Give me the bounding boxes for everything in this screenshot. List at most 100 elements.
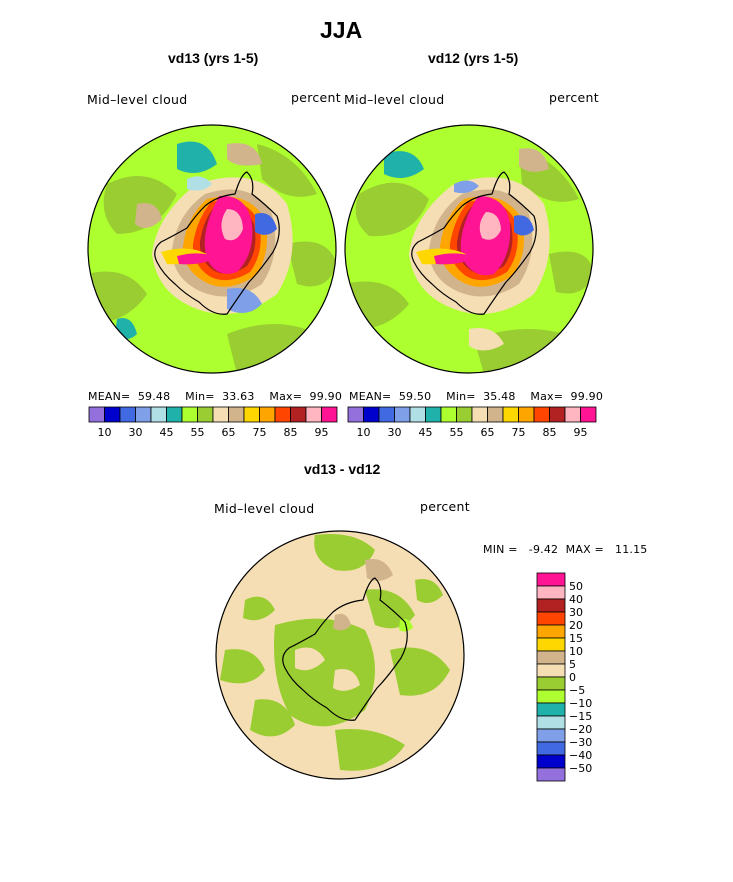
panel1-colorbar-swatch [321, 406, 338, 423]
panel3-colorbar-swatch [536, 702, 566, 717]
panel1-polar-map [87, 124, 337, 374]
panel3-colorbar-swatch [536, 572, 566, 587]
panel2-colorbar-swatch [456, 406, 473, 423]
panel3-colorbar-tick-label: 10 [569, 645, 583, 658]
panel2-colorbar-swatch [533, 406, 550, 423]
panel2-colorbar-swatch [502, 406, 519, 423]
panel1-max-label: Max= [269, 390, 303, 403]
panel1-colorbar-swatch [243, 406, 260, 423]
panel1-variable-label: Mid–level cloud [87, 92, 188, 107]
panel3-colorbar-tick-label: 15 [569, 632, 583, 645]
panel1-colorbar-tick-label: 85 [284, 426, 298, 439]
panel2-colorbar-swatch [440, 406, 457, 423]
panel1-mean-value: 59.48 [137, 390, 171, 403]
panel1-colorbar-swatch [228, 406, 245, 423]
panel1-colorbar-tick-label: 75 [253, 426, 267, 439]
panel3-colorbar-tick-label: 50 [569, 580, 583, 593]
panel2-colorbar: 10 30 45 55 65 75 85 95 [347, 406, 597, 439]
panel1-colorbar-swatch [197, 406, 214, 423]
panel1-max-value: 99.90 [309, 390, 343, 403]
panel2-colorbar-tick-label: 85 [543, 426, 557, 439]
panel2-colorbar-swatch [471, 406, 488, 423]
panel3-colorbar-swatch [536, 689, 566, 704]
panel2-mean-label: MEAN= [349, 390, 392, 403]
panel2-colorbar-tick-label: 10 [357, 426, 371, 439]
panel3-colorbar-tick-label: 20 [569, 619, 583, 632]
panel3-colorbar-swatch [536, 663, 566, 678]
panel2-colorbar-swatch [487, 406, 504, 423]
panel3-colorbar-swatch [536, 728, 566, 743]
panel1-units-label: percent [291, 90, 341, 105]
panel1-colorbar-tick-label: 65 [222, 426, 236, 439]
panel1-colorbar-swatch [274, 406, 291, 423]
panel2-colorbar-tick-label: 95 [574, 426, 588, 439]
panel2-colorbar-swatch [564, 406, 581, 423]
panel1-colorbar-swatch [305, 406, 322, 423]
panel2-units-label: percent [549, 90, 599, 105]
panel3-colorbar-swatch [536, 611, 566, 626]
panel2-variable-label: Mid–level cloud [344, 92, 445, 107]
panel1-colorbar-swatch [290, 406, 307, 423]
panel1-colorbar-tick-label: 45 [160, 426, 174, 439]
panel2-colorbar-swatch [425, 406, 442, 423]
panel2-colorbar-swatch [518, 406, 535, 423]
panel2-colorbar-swatch [378, 406, 395, 423]
panel3-colorbar-swatch [536, 624, 566, 639]
panel3-min-value: -9.42 [528, 543, 559, 556]
panel2-min-value: 35.48 [483, 390, 516, 403]
panel3-colorbar-swatch [536, 650, 566, 665]
panel1-title: vd13 (yrs 1-5) [168, 50, 259, 66]
panel3-title: vd13 - vd12 [304, 461, 381, 477]
panel3-colorbar-swatch [536, 767, 566, 782]
panel2-colorbar-swatch [363, 406, 380, 423]
panel2-colorbar-tick-label: 65 [481, 426, 495, 439]
panel2-min-label: Min= [446, 390, 476, 403]
panel1-colorbar-swatch [135, 406, 152, 423]
panel2-colorbar-tick-label: 75 [512, 426, 526, 439]
panel1-min-label: Min= [185, 390, 215, 403]
panel2-max-value: 99.90 [570, 390, 604, 403]
panel1-colorbar-swatch [212, 406, 229, 423]
panel1-colorbar-swatch [119, 406, 136, 423]
panel3-colorbar-swatch [536, 676, 566, 691]
panel3-colorbar-tick-label: −15 [569, 710, 592, 723]
panel3-colorbar-swatch [536, 637, 566, 652]
panel2-colorbar-swatch [394, 406, 411, 423]
panel3-min-label: MIN = [483, 543, 518, 556]
panel3-colorbar-tick-label: −40 [569, 749, 592, 762]
panel3-colorbar-tick-label: −10 [569, 697, 592, 710]
panel2-colorbar-swatch [580, 406, 597, 423]
panel1-colorbar-swatch [88, 406, 105, 423]
panel2-title: vd12 (yrs 1-5) [428, 50, 519, 66]
panel2-max-label: Max= [530, 390, 564, 403]
panel2-mean-value: 59.50 [398, 390, 432, 403]
panel2-colorbar-tick-label: 55 [450, 426, 464, 439]
panel3-units-label: percent [420, 499, 470, 514]
panel3-colorbar-tick-label: 5 [569, 658, 576, 671]
panel3-colorbar-swatch [536, 715, 566, 730]
panel3-colorbar-swatch [536, 741, 566, 756]
panel3-max-value: 11.15 [615, 543, 648, 556]
panel3-variable-label: Mid–level cloud [214, 501, 315, 516]
panel3-colorbar-swatch [536, 754, 566, 769]
panel3-colorbar-swatch [536, 598, 566, 613]
panel2-colorbar-swatch [549, 406, 566, 423]
panel1-min-value: 33.63 [222, 390, 255, 403]
panel3-colorbar-tick-label: −30 [569, 736, 592, 749]
panel1-colorbar-tick-label: 55 [191, 426, 205, 439]
panel3-polar-map [215, 530, 465, 780]
panel3-colorbar-tick-label: 40 [569, 593, 583, 606]
panel3-colorbar-tick-label: 0 [569, 671, 576, 684]
panel1-colorbar-swatch [166, 406, 183, 423]
panel1-mean-label: MEAN= [88, 390, 131, 403]
panel1-colorbar-tick-label: 30 [129, 426, 143, 439]
panel1-stats: MEAN= 59.48 Min= 33.63 Max= 99.90 [88, 390, 342, 403]
panel3-colorbar-tick-label: 30 [569, 606, 583, 619]
panel1-colorbar-swatch [150, 406, 167, 423]
panel1-colorbar-swatch [181, 406, 198, 423]
panel1-colorbar-swatch [104, 406, 121, 423]
panel2-colorbar-swatch [347, 406, 364, 423]
panel1-colorbar-swatch [259, 406, 276, 423]
panel1-colorbar: 10 30 45 55 65 75 85 95 [88, 406, 338, 439]
